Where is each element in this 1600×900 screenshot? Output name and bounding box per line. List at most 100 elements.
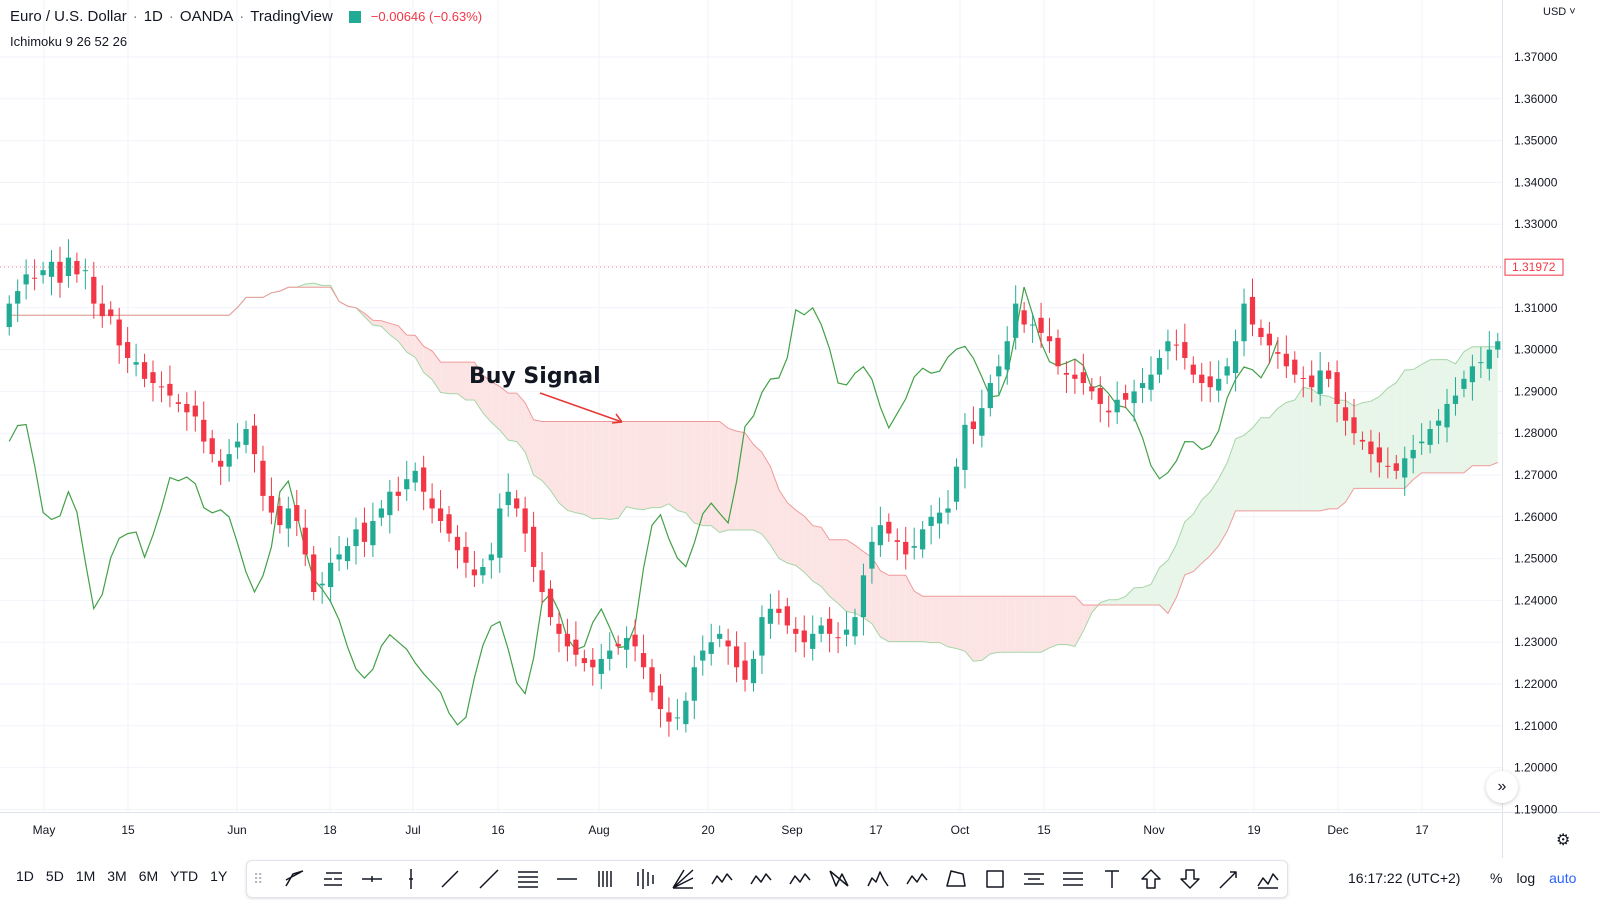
candle-body[interactable]	[1072, 374, 1078, 379]
candle-body[interactable]	[192, 405, 198, 417]
candle-body[interactable]	[1190, 364, 1196, 375]
candle-body[interactable]	[23, 274, 29, 285]
range-button-6m[interactable]: 6M	[138, 868, 159, 884]
candle-body[interactable]	[294, 505, 300, 521]
candle-body[interactable]	[649, 667, 655, 693]
candle-body[interactable]	[285, 508, 291, 529]
candle-body[interactable]	[733, 646, 740, 668]
candle-body[interactable]	[928, 516, 934, 526]
candle-body[interactable]	[1283, 353, 1289, 367]
rectangle-icon[interactable]	[976, 864, 1015, 894]
symbol-name[interactable]: Euro / U.S. Dollar	[10, 8, 127, 25]
gann-fan-icon[interactable]	[664, 864, 703, 894]
candle-body[interactable]	[742, 660, 748, 680]
candle-body[interactable]	[251, 425, 258, 455]
candle-body[interactable]	[936, 512, 943, 524]
candle-body[interactable]	[125, 342, 131, 358]
candle-body[interactable]	[1376, 447, 1382, 463]
arrow-down-icon[interactable]	[1170, 864, 1209, 894]
horizontal-ray-icon[interactable]	[314, 864, 353, 894]
candle-body[interactable]	[1207, 376, 1213, 388]
candle-body[interactable]	[843, 629, 850, 635]
date-range-icon[interactable]	[1014, 864, 1053, 894]
candle-body[interactable]	[1165, 341, 1171, 352]
candle-body[interactable]	[1080, 372, 1086, 384]
candle-body[interactable]	[1402, 458, 1408, 478]
candle-body[interactable]	[700, 650, 706, 661]
candle-body[interactable]	[522, 508, 528, 534]
candle-body[interactable]	[48, 261, 55, 277]
abcd-pattern-icon[interactable]	[703, 864, 742, 894]
candle-body[interactable]	[268, 495, 275, 513]
candle-body[interactable]	[573, 639, 579, 655]
arrow-icon[interactable]	[1209, 864, 1248, 894]
range-button-1y[interactable]: 1Y	[210, 868, 228, 884]
candle-body[interactable]	[218, 460, 224, 467]
candle-body[interactable]	[547, 588, 554, 618]
candle-body[interactable]	[539, 570, 545, 593]
candle-body[interactable]	[1123, 393, 1129, 400]
candle-body[interactable]	[82, 270, 88, 272]
grip-icon[interactable]: ⠿	[253, 870, 264, 887]
candle-body[interactable]	[1419, 441, 1425, 444]
candle-body[interactable]	[243, 429, 249, 445]
candle-body[interactable]	[835, 637, 841, 639]
candle-body[interactable]	[725, 640, 731, 647]
candle-body[interactable]	[201, 419, 207, 442]
candle-body[interactable]	[141, 362, 148, 379]
candle-body[interactable]	[1317, 370, 1323, 394]
candle-body[interactable]	[877, 525, 883, 546]
candle-body[interactable]	[437, 508, 444, 521]
candle-body[interactable]	[175, 402, 182, 404]
candle-body[interactable]	[488, 554, 494, 561]
candle-body[interactable]	[1097, 388, 1103, 404]
candle-body[interactable]	[784, 606, 790, 626]
candle-body[interactable]	[1089, 386, 1095, 392]
candle-body[interactable]	[640, 653, 647, 668]
candle-body[interactable]	[1173, 344, 1180, 346]
candle-body[interactable]	[607, 650, 613, 659]
candle-body[interactable]	[987, 383, 993, 409]
arrow-up-icon[interactable]	[1131, 864, 1170, 894]
candle-body[interactable]	[6, 303, 12, 328]
candle-body[interactable]	[446, 514, 452, 534]
interval-label[interactable]: 1D	[143, 8, 163, 25]
candle-body[interactable]	[1469, 366, 1476, 383]
text-icon[interactable]	[1092, 864, 1131, 894]
candle-body[interactable]	[1495, 341, 1501, 350]
candle-body[interactable]	[311, 554, 317, 593]
candle-body[interactable]	[57, 261, 63, 283]
candle-body[interactable]	[1063, 373, 1070, 375]
candle-body[interactable]	[319, 583, 325, 586]
candle-body[interactable]	[1139, 383, 1146, 389]
candle-body[interactable]	[184, 403, 190, 413]
candle-body[interactable]	[1461, 378, 1467, 389]
candle-body[interactable]	[91, 276, 97, 304]
abcd-wave-icon[interactable]	[781, 864, 820, 894]
range-button-5d[interactable]: 5D	[45, 868, 64, 884]
horizontal-line-icon[interactable]	[353, 864, 392, 894]
candle-body[interactable]	[564, 633, 571, 647]
candle-body[interactable]	[759, 617, 765, 656]
candle-body[interactable]	[1452, 395, 1459, 404]
candle-body[interactable]	[429, 498, 435, 509]
price-range-icon[interactable]	[1053, 864, 1092, 894]
candle-body[interactable]	[793, 628, 799, 634]
candle-body[interactable]	[818, 625, 824, 634]
candle-body[interactable]	[903, 541, 909, 555]
trend-line-icon[interactable]	[430, 864, 469, 894]
candle-body[interactable]	[209, 438, 215, 455]
xabcd-pattern-icon[interactable]	[820, 864, 859, 894]
candle-body[interactable]	[387, 491, 393, 516]
candle-body[interactable]	[421, 467, 427, 492]
candle-body[interactable]	[581, 658, 587, 664]
candle-body[interactable]	[412, 470, 418, 483]
candle-body[interactable]	[530, 526, 537, 567]
candle-body[interactable]	[74, 260, 80, 275]
candle-body[interactable]	[1029, 324, 1036, 326]
candle-body[interactable]	[657, 685, 664, 710]
candle-body[interactable]	[1444, 403, 1450, 428]
indicator-label[interactable]: Ichimoku 9 26 52 26	[10, 34, 128, 49]
candle-body[interactable]	[810, 633, 816, 649]
candle-body[interactable]	[277, 505, 283, 526]
